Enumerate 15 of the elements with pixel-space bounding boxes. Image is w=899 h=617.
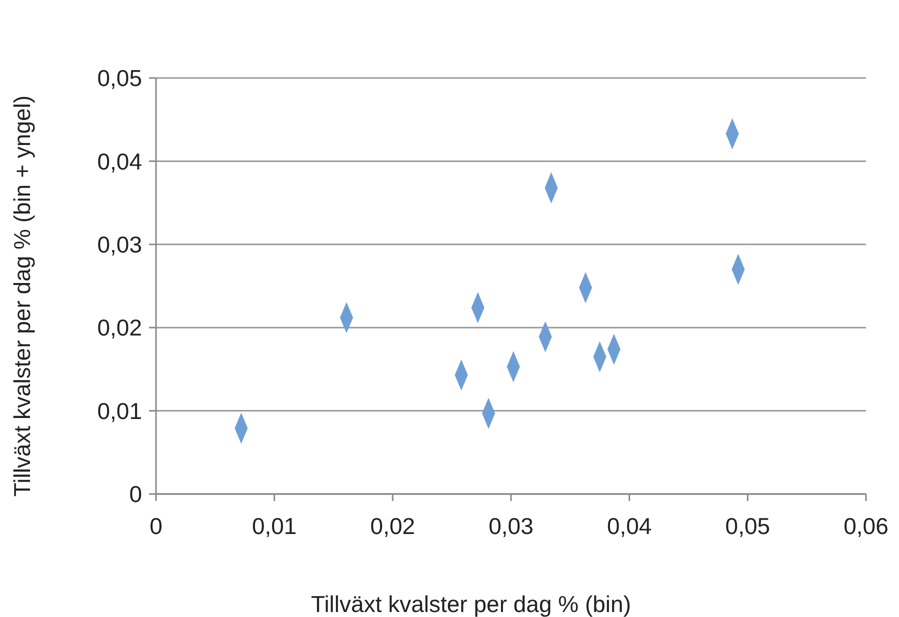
y-axis-title: Tillväxt kvalster per dag % (bin + yngel): [9, 95, 35, 497]
y-tick-label: 0,05: [97, 65, 142, 92]
x-tick-label: 0: [150, 513, 162, 539]
y-tick-label: 0,03: [97, 231, 142, 258]
y-tick-label: 0,04: [97, 148, 142, 174]
y-tick-label: 0,02: [97, 314, 142, 341]
x-tick-label: 0,03: [488, 513, 534, 539]
x-tick-label: 0,05: [725, 513, 770, 539]
x-tick-label: 0,01: [252, 513, 297, 539]
y-tick-label: 0,01: [97, 398, 142, 424]
y-tick-label: 0: [129, 481, 142, 508]
x-axis-title: Tillväxt kvalster per dag % (bin): [311, 591, 631, 617]
x-tick-label: 0,04: [606, 513, 652, 539]
x-tick-label: 0,06: [844, 513, 888, 539]
x-tick-label: 0,02: [370, 513, 416, 539]
